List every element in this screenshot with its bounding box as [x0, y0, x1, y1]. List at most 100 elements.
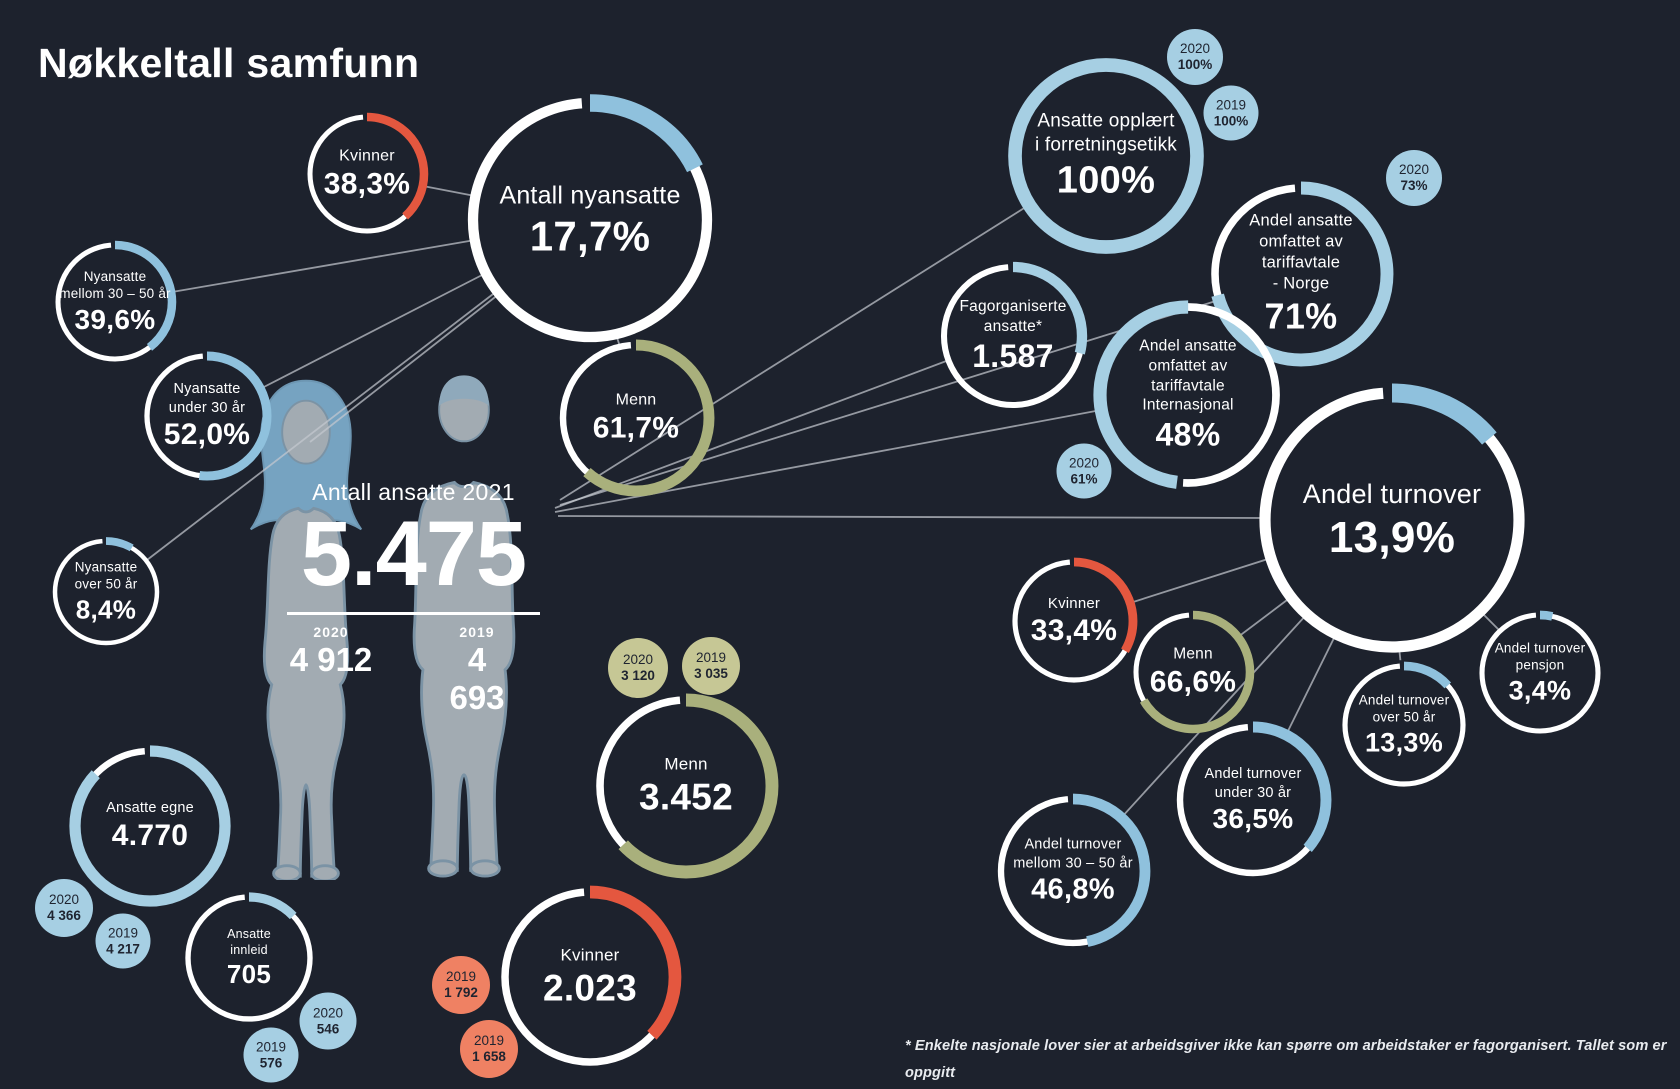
bubble-label: Andel turnover [1302, 479, 1482, 510]
badge-year: 2019 [473, 1033, 505, 1049]
donut-ring [462, 92, 718, 348]
bubble-label: Antall nyansatte [499, 181, 681, 210]
center-stat-label: Antall ansatte 2021 [312, 479, 515, 505]
connector-line [259, 272, 487, 390]
bubble-label: Ansatte egne [106, 800, 194, 817]
bubble-label: Fagorganiserte ansatte* [959, 298, 1067, 335]
bubble-label: Kvinner [1047, 594, 1101, 612]
bubble-value: 46,8% [1031, 873, 1115, 906]
donut-ring [937, 260, 1089, 412]
connector-line [309, 293, 500, 443]
center-stat: Antall ansatte 2021 5.475 2020 4 912 201… [287, 479, 540, 716]
bubble-value: 48% [1155, 416, 1221, 453]
badge-year: 2019 [1215, 97, 1247, 113]
donut-ring [1207, 180, 1395, 368]
bubble-value: 3,4% [1508, 675, 1572, 706]
bubble-value: 3.452 [638, 776, 734, 818]
bubble-label: Nyansatte under 30 år [168, 380, 246, 416]
bubble-label: Andel ansatte omfattet av tariffavtale I… [1139, 337, 1237, 414]
year-badge-egne-2019: 2019 4 217 [95, 913, 151, 969]
donut-ring [556, 338, 716, 498]
year-badge-internasjonal-2020: 2020 61% [1056, 443, 1112, 499]
page-title: Nøkkeltall samfunn [38, 40, 420, 86]
donut-ring [592, 692, 780, 880]
donut-ring [1008, 58, 1204, 254]
bubble-value: 38,3% [323, 167, 411, 201]
bubble-value: 61,7% [592, 411, 680, 445]
center-stat-year-2019: 2019 4 693 [446, 624, 509, 717]
donut-ring [304, 111, 430, 237]
year-badge-menn-2019: 2019 3 035 [682, 637, 740, 695]
donut-ring [181, 890, 317, 1026]
year-badge-menn-2020: 2020 3 120 [608, 638, 668, 698]
bubble-label: Andel turnover pensjon [1494, 640, 1586, 673]
connector-line [1129, 557, 1272, 604]
year-value: 4 693 [449, 641, 505, 716]
year-badge-norge-2020: 2020 73% [1386, 150, 1442, 206]
connector-line [171, 239, 476, 293]
donut-ring [1339, 660, 1469, 790]
donut-ring [994, 792, 1152, 950]
bubble-label: Nyansatte mellom 30 – 50 år [59, 269, 171, 302]
center-stat-year-2020: 2020 4 912 [290, 624, 373, 679]
bubble-value: 13,3% [1364, 727, 1444, 758]
badge-year: 2019 [107, 925, 139, 941]
year-badge-opplaert-2019: 2019 100% [1203, 85, 1259, 141]
bubble-value: 36,5% [1212, 803, 1294, 835]
badge-value: 4 366 [47, 908, 81, 923]
donut-ring [497, 884, 683, 1070]
bubble-label: Nyansatte over 50 år [74, 559, 138, 592]
bubble-label: Andel ansatte omfattet av tariffavtale -… [1249, 211, 1353, 293]
year-value: 4 912 [289, 641, 373, 678]
badge-value: 546 [316, 1021, 340, 1036]
bubble-value: 17,7% [529, 212, 651, 260]
badge-value: 100% [1213, 113, 1249, 128]
year-badge-innleid-2020: 2020 546 [299, 992, 357, 1050]
connector-line [554, 359, 950, 509]
badge-year: 2020 [622, 652, 654, 668]
badge-value: 73% [1400, 178, 1428, 193]
connector-line [1285, 633, 1337, 736]
bubble-label: Andel turnover mellom 30 – 50 år [1013, 836, 1133, 871]
donut-ring [1130, 609, 1256, 735]
connector-line [1120, 613, 1308, 819]
year-badge-innleid-2019: 2019 576 [243, 1027, 299, 1083]
bubble-value: 100% [1056, 159, 1156, 202]
bubble-value: 13,9% [1328, 512, 1456, 562]
badge-value: 3 120 [621, 668, 655, 683]
bubble-value: 39,6% [74, 303, 156, 335]
year-label: 2019 [459, 624, 495, 640]
badge-value: 3 035 [694, 666, 728, 681]
bubble-label: Ansatte opplært i forretningsetikk [1035, 110, 1177, 156]
bubble-value: 4.770 [111, 818, 189, 852]
bubble-value: 52,0% [163, 418, 251, 452]
bubble-label: Kvinner [560, 945, 620, 965]
badge-year: 2019 [695, 650, 727, 666]
badge-value: 100% [1177, 57, 1213, 72]
badge-year: 2019 [445, 969, 477, 985]
bubble-value: 8,4% [75, 594, 137, 625]
connector-line [559, 299, 1220, 506]
bubble-label: Menn [1173, 645, 1213, 663]
badge-value: 1 792 [444, 985, 478, 1000]
man-silhouette-icon [412, 375, 516, 878]
donut-ring [1009, 556, 1139, 686]
donut-ring [52, 239, 178, 365]
bubble-label: Kvinner [339, 147, 395, 165]
donut-ring [1476, 609, 1604, 737]
bubble-label: Ansatte innleid [227, 927, 271, 957]
connector-line [1237, 596, 1292, 638]
year-label: 2020 [313, 624, 349, 640]
year-badge-opplaert-2020: 2020 100% [1167, 29, 1223, 85]
badge-year: 2019 [255, 1039, 287, 1055]
year-badge-egne-2020: 2020 4 366 [35, 879, 93, 937]
divider [287, 612, 540, 615]
donut-ring [1091, 298, 1285, 492]
badge-year: 2020 [1179, 41, 1211, 57]
donut-ring [1253, 381, 1531, 659]
bubble-label: Andel turnover over 50 år [1358, 692, 1450, 725]
badge-value: 1 658 [472, 1049, 506, 1064]
woman-silhouette-icon [249, 379, 363, 880]
